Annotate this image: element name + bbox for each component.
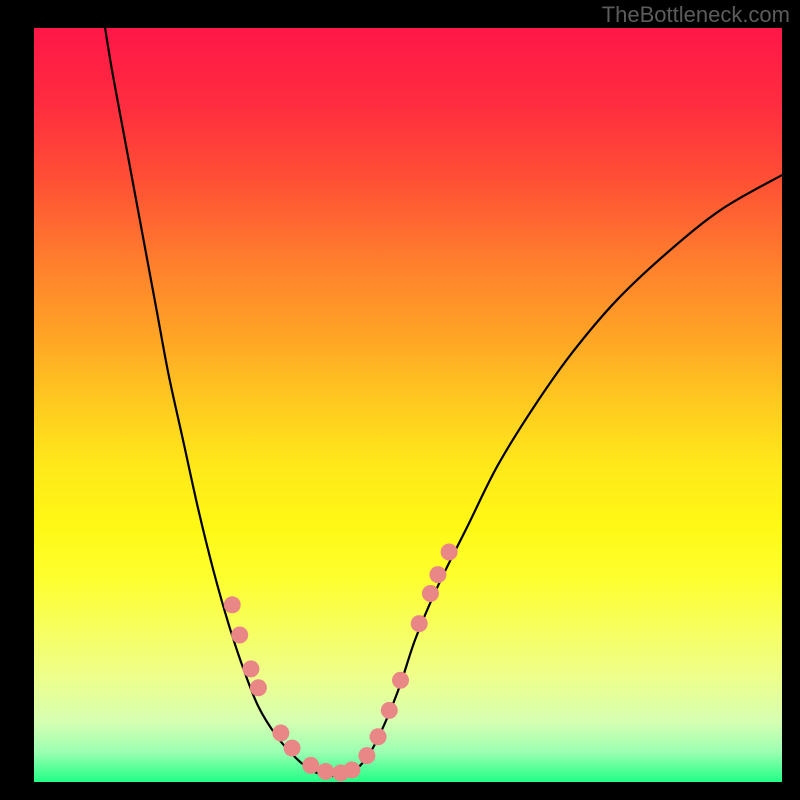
outer-frame: TheBottleneck.com: [0, 0, 800, 800]
gradient-plot-area: [34, 28, 782, 782]
watermark-text: TheBottleneck.com: [602, 2, 790, 28]
